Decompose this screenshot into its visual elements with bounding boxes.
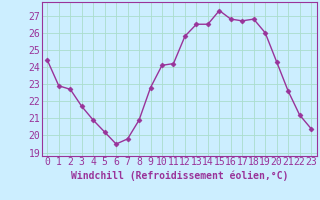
X-axis label: Windchill (Refroidissement éolien,°C): Windchill (Refroidissement éolien,°C) [70,170,288,181]
